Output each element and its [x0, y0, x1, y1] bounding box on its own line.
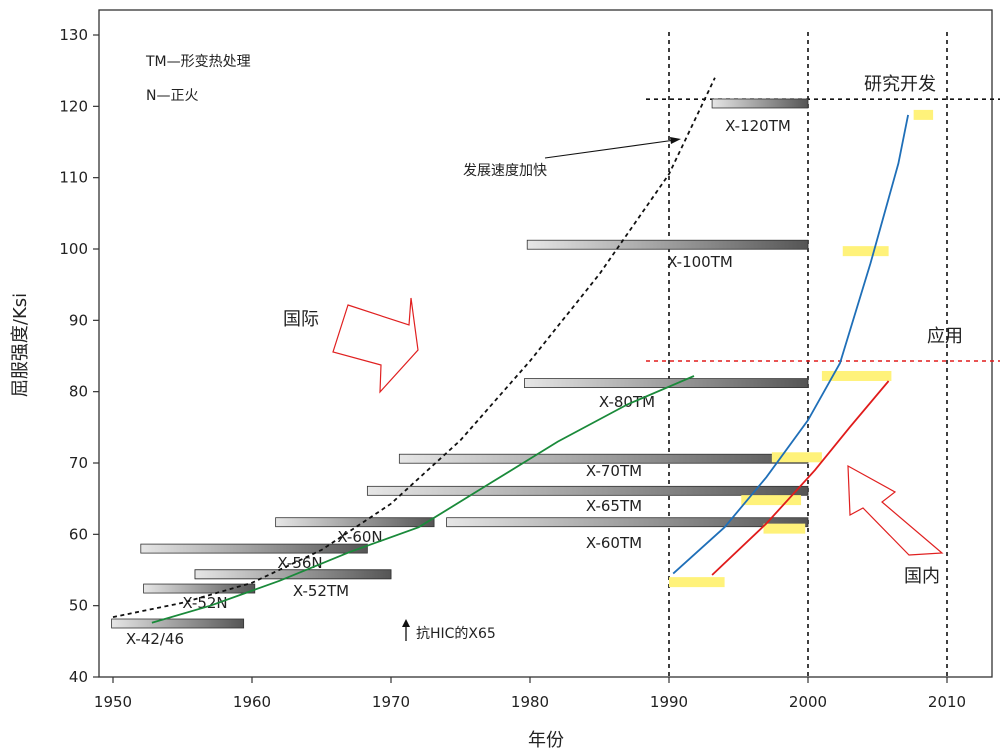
x-tick-label: 1990 [650, 693, 688, 711]
domestic-arrow-icon [848, 466, 942, 555]
speed-label: 发展速度加快 [463, 163, 547, 179]
hic-label: 抗HIC的X65 [416, 626, 496, 642]
x-axis-title: 年份 [528, 730, 564, 751]
grade-bar-label: X-42/46 [126, 630, 184, 648]
hic-arrow-head-icon [402, 619, 410, 627]
legend-n-note: N—正火 [146, 88, 198, 104]
grade-bar-label: X-52TM [293, 582, 349, 600]
domestic-marker [669, 577, 725, 587]
legend-tm-note: TM—形变热处理 [145, 54, 251, 70]
grade-bar-label: X-60TM [586, 534, 642, 552]
grade-bar [367, 486, 808, 495]
y-tick-label: 100 [59, 240, 88, 258]
y-tick-label: 50 [69, 597, 88, 615]
grade-bar-label: X-56N [277, 554, 322, 572]
international-arrow-icon [333, 298, 418, 392]
application-label: 应用 [927, 326, 963, 347]
y-tick-label: 130 [59, 26, 88, 44]
grade-bar [447, 518, 808, 527]
y-tick-label: 120 [59, 97, 88, 115]
y-tick-label: 110 [59, 169, 88, 187]
grade-bar-label: X-100TM [667, 253, 733, 271]
grade-bar-label: X-120TM [725, 117, 791, 135]
x-tick-label: 2000 [789, 693, 827, 711]
research-label: 研究开发 [864, 74, 936, 95]
speed-arrow-head-icon [670, 137, 681, 144]
x-tick-label: 1980 [511, 693, 549, 711]
domestic-marker [914, 110, 933, 120]
trend-line [712, 381, 889, 575]
grade-bar [712, 99, 808, 108]
domestic-marker [843, 246, 889, 256]
grade-bar [527, 240, 808, 249]
y-tick-label: 70 [69, 454, 88, 472]
y-tick-label: 60 [69, 525, 88, 543]
grade-bar [112, 619, 244, 628]
y-tick-label: 80 [69, 383, 88, 401]
y-axis-title: 屈服强度/Ksi [10, 293, 31, 397]
x-tick-label: 1960 [233, 693, 271, 711]
trend-lines [113, 78, 908, 623]
grade-bar-label: X-52N [182, 594, 227, 612]
grade-bar [141, 544, 368, 553]
grade-bar [276, 518, 434, 527]
domestic-label: 国内 [904, 566, 940, 587]
speed-arrow-line [545, 140, 675, 158]
grade-bar-label: X-70TM [586, 462, 642, 480]
grade-bar [524, 379, 808, 388]
y-tick-label: 40 [69, 668, 88, 686]
x-tick-label: 1950 [94, 693, 132, 711]
x-tick-label: 1970 [372, 693, 410, 711]
x-tick-label: 2010 [928, 693, 966, 711]
y-tick-label: 90 [69, 311, 88, 329]
domestic-marker [764, 524, 806, 534]
grade-bar [144, 584, 255, 593]
international-label: 国际 [283, 309, 319, 330]
grade-bar-label: X-65TM [586, 497, 642, 515]
